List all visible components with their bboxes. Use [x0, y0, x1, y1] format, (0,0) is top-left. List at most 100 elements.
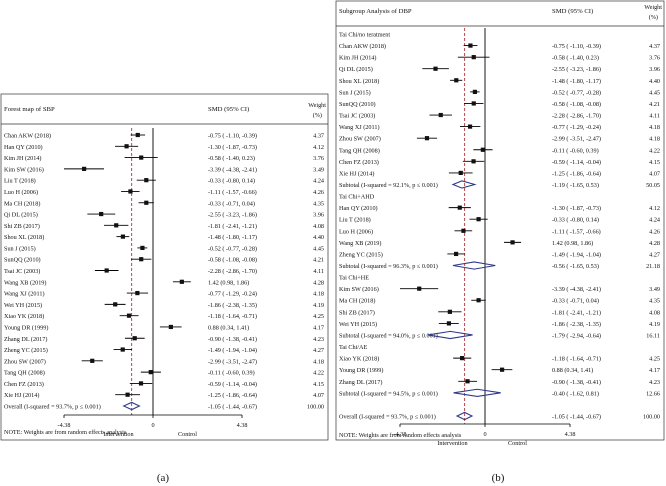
point-estimate-marker [144, 200, 149, 205]
ci-value: -3.39 ( -4.38, -2.41) [552, 286, 601, 293]
weight-value: 4.28 [649, 240, 660, 247]
study-label: Sun J (2015) [4, 245, 36, 252]
point-estimate-marker [82, 166, 87, 171]
weight-value: 4.18 [649, 136, 660, 143]
point-estimate-marker [135, 290, 140, 296]
study-label: Chen FZ (2013) [339, 159, 379, 166]
point-estimate-marker [126, 313, 132, 318]
weight-value: 4.27 [313, 347, 324, 354]
ci-value: -1.49 ( -1.94, -1.04) [208, 347, 257, 354]
weight-value: 4.28 [313, 279, 324, 286]
x-axis-left-label: Intervention [103, 431, 133, 438]
weight-value: 4.45 [649, 89, 660, 96]
ci-value: -1.05 ( -1.44, -0.67) [552, 414, 601, 421]
ci-value: -1.05 ( -1.44, -0.67) [208, 404, 257, 411]
x-tick-label: 0 [151, 422, 154, 429]
study-label: Zhou SW (2007) [4, 358, 46, 365]
study-label: Chan AKW (2018) [339, 43, 386, 50]
study-label: Shi ZB (2017) [4, 223, 40, 230]
weight-value: 4.12 [649, 205, 660, 212]
point-estimate-marker [433, 66, 438, 71]
ci-value: -0.58 ( -1.08, -0.08) [208, 257, 257, 264]
study-label: Sun J (2015) [339, 89, 371, 96]
point-estimate-marker [120, 347, 125, 352]
x-tick-label: 4.38 [565, 431, 576, 438]
study-label: Tang QH (2008) [339, 147, 380, 154]
ci-value: -1.18 ( -1.64, -0.71) [208, 313, 257, 320]
subtotal-diamond [427, 330, 473, 340]
study-label: Tsai JC (2003) [339, 113, 375, 120]
study-label: Luo H (2006) [4, 189, 38, 196]
study-label: Xie HJ (2014) [339, 170, 374, 177]
point-estimate-marker [467, 124, 473, 129]
study-label: Ma CH (2018) [339, 298, 375, 305]
point-estimate-marker [460, 356, 465, 361]
point-estimate-marker [453, 251, 459, 257]
point-estimate-marker [471, 159, 476, 164]
ci-value: -0.58 ( -1.40, 0.23) [552, 55, 599, 62]
point-estimate-marker [472, 89, 478, 94]
weight-value: 4.15 [649, 159, 660, 166]
study-label: Xiao YK (2018) [4, 313, 44, 320]
study-label: Shi ZB (2017) [339, 309, 375, 316]
weight-value: 4.17 [313, 324, 324, 331]
weight-value: 4.15 [313, 381, 324, 388]
point-estimate-marker [499, 367, 505, 372]
subtotal-label: Subtotal (I-squared = 94.5%, p ≤ 0.001) [339, 390, 438, 397]
ci-value: -0.33 ( -0.80, 0.14) [552, 217, 599, 224]
study-label: Ma CH (2018) [4, 200, 40, 207]
study-label: SunQQ (2010) [4, 257, 41, 264]
point-estimate-marker [417, 286, 422, 291]
smd-column-header: SMD (95% CI) [208, 106, 249, 113]
panel-frame [0, 93, 329, 441]
weight-value: 4.37 [313, 133, 324, 140]
x-tick-label: 0 [483, 431, 486, 438]
weight-value: 4.37 [649, 43, 660, 50]
study-label: Wei YH (2015) [339, 321, 377, 328]
weight-value: 3.76 [313, 155, 324, 162]
study-label: Zhang DL (2017) [339, 379, 382, 386]
weight-value: 4.25 [649, 356, 660, 363]
ci-value: -1.30 ( -1.87, -0.73) [552, 205, 601, 212]
weight-value: 4.21 [313, 257, 324, 264]
point-estimate-marker [438, 112, 443, 118]
weight-value: 4.24 [313, 178, 324, 185]
ci-value: -1.49 ( -1.94, -1.04) [552, 251, 601, 258]
point-estimate-marker [454, 78, 459, 83]
weight-value: 4.08 [649, 309, 660, 316]
study-label: SunQQ (2010) [339, 101, 376, 108]
panel-label: (b) [492, 472, 505, 484]
ci-value: 1.42 (0.98, 1.86) [208, 279, 249, 286]
panel-frame [335, 0, 665, 441]
point-estimate-marker [132, 336, 137, 341]
study-label: Shou XL (2018) [339, 78, 379, 85]
x-tick-label: -4.38 [394, 431, 407, 438]
ci-value: 0.88 (0.34, 1.41) [208, 324, 249, 331]
point-estimate-marker [461, 228, 466, 233]
subgroup-header: Tai Chi+AHD [339, 194, 375, 201]
subtotal-label: Subtotal (I-squared = 96.3%, p ≤ 0.001) [339, 263, 438, 270]
forest-panel-dbp-subgroups: Subgroup Analysis of DBP SMD (95% CI) Weig… [335, 0, 665, 484]
point-estimate-marker [90, 358, 95, 363]
weights-note: NOTE: Weights are from random effects an… [339, 432, 462, 439]
weight-value: 21.18 [646, 263, 660, 270]
weight-value: 4.23 [313, 336, 324, 343]
weight-value: 4.23 [649, 379, 660, 386]
overall-label: Overall (I-squared = 93.7%, p ≤ 0.001) [339, 414, 436, 421]
weight-value: 4.40 [313, 234, 324, 241]
ci-value: -1.48 ( -1.80, -1.17) [552, 78, 601, 85]
study-label: Han QY (2010) [4, 144, 43, 151]
study-label: Chen FZ (2013) [4, 381, 44, 388]
weight-value: 4.45 [313, 245, 324, 252]
point-estimate-marker [148, 370, 153, 375]
point-estimate-marker [471, 55, 476, 60]
smd-column-header: SMD (95% CI) [552, 8, 593, 15]
ci-value: -2.55 ( -3.23, -1.86) [208, 212, 257, 219]
study-label: Wang XB (2019) [339, 240, 381, 247]
ci-value: -0.40 ( -1.62, 0.81) [552, 390, 599, 397]
ci-value: -0.75 ( -1.10, -0.39) [552, 43, 601, 50]
point-estimate-marker [457, 205, 462, 210]
weight-value: 3.49 [313, 166, 324, 173]
ci-value: -0.11 ( -0.60, 0.39) [552, 147, 599, 154]
weight-value: 4.35 [313, 200, 324, 207]
